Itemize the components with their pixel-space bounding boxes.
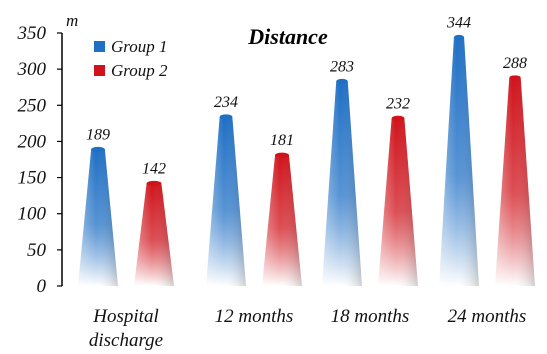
bar-top-cap <box>219 114 233 120</box>
bar-shading <box>134 183 174 286</box>
data-label: 232 <box>386 95 410 112</box>
category-label: 24 months <box>448 306 527 327</box>
bar-top-cap <box>509 75 521 81</box>
bar-top-cap <box>275 152 289 158</box>
y-tick-label: 250 <box>18 95 47 116</box>
bar-shading <box>206 116 246 286</box>
y-axis-ticks: 0 50 100 150 200 250 300 350 <box>17 23 62 297</box>
category-label: Hospital <box>92 306 158 327</box>
data-label: 283 <box>330 58 354 75</box>
y-tick-label: 0 <box>37 276 47 297</box>
bar-shading <box>262 155 302 286</box>
y-tick-label: 350 <box>17 23 47 44</box>
data-label: 288 <box>503 55 527 72</box>
bar-top-cap <box>91 146 105 152</box>
legend-swatch <box>94 41 105 52</box>
bar-shading <box>439 37 479 286</box>
y-tick-label: 200 <box>18 131 47 152</box>
y-axis-unit-label: m <box>66 11 78 30</box>
data-label: 234 <box>214 94 238 111</box>
y-tick-label: 50 <box>27 240 47 261</box>
bars <box>78 34 535 287</box>
bar-shading <box>322 81 362 286</box>
category-label: 12 months <box>215 306 294 327</box>
bar-shading <box>78 149 118 286</box>
category-label: 18 months <box>331 306 410 327</box>
legend-label: Group 2 <box>111 61 168 80</box>
bar-top-cap <box>453 34 465 40</box>
data-label: 344 <box>446 14 471 31</box>
chart-title: Distance <box>247 24 328 49</box>
y-tick-label: 300 <box>17 59 47 80</box>
bar-top-cap <box>336 78 348 84</box>
y-tick-label: 100 <box>18 204 47 225</box>
y-tick-label: 150 <box>18 168 47 189</box>
category-labels: Hospital discharge 12 months 18 months 24 mo… <box>89 306 526 351</box>
bar-top-cap <box>391 115 405 121</box>
bar-shading <box>495 77 535 287</box>
data-labels: 189 142 234 181 283 232 344 288 <box>86 14 527 177</box>
legend-swatch <box>94 65 105 76</box>
data-label: 142 <box>142 160 166 177</box>
category-label: discharge <box>89 330 163 351</box>
bar-shading <box>378 118 418 286</box>
legend: Group 1 Group 2 <box>94 37 168 80</box>
legend-label: Group 1 <box>111 37 168 56</box>
data-label: 181 <box>270 132 294 149</box>
data-label: 189 <box>86 126 110 143</box>
bar-top-cap <box>146 180 162 186</box>
